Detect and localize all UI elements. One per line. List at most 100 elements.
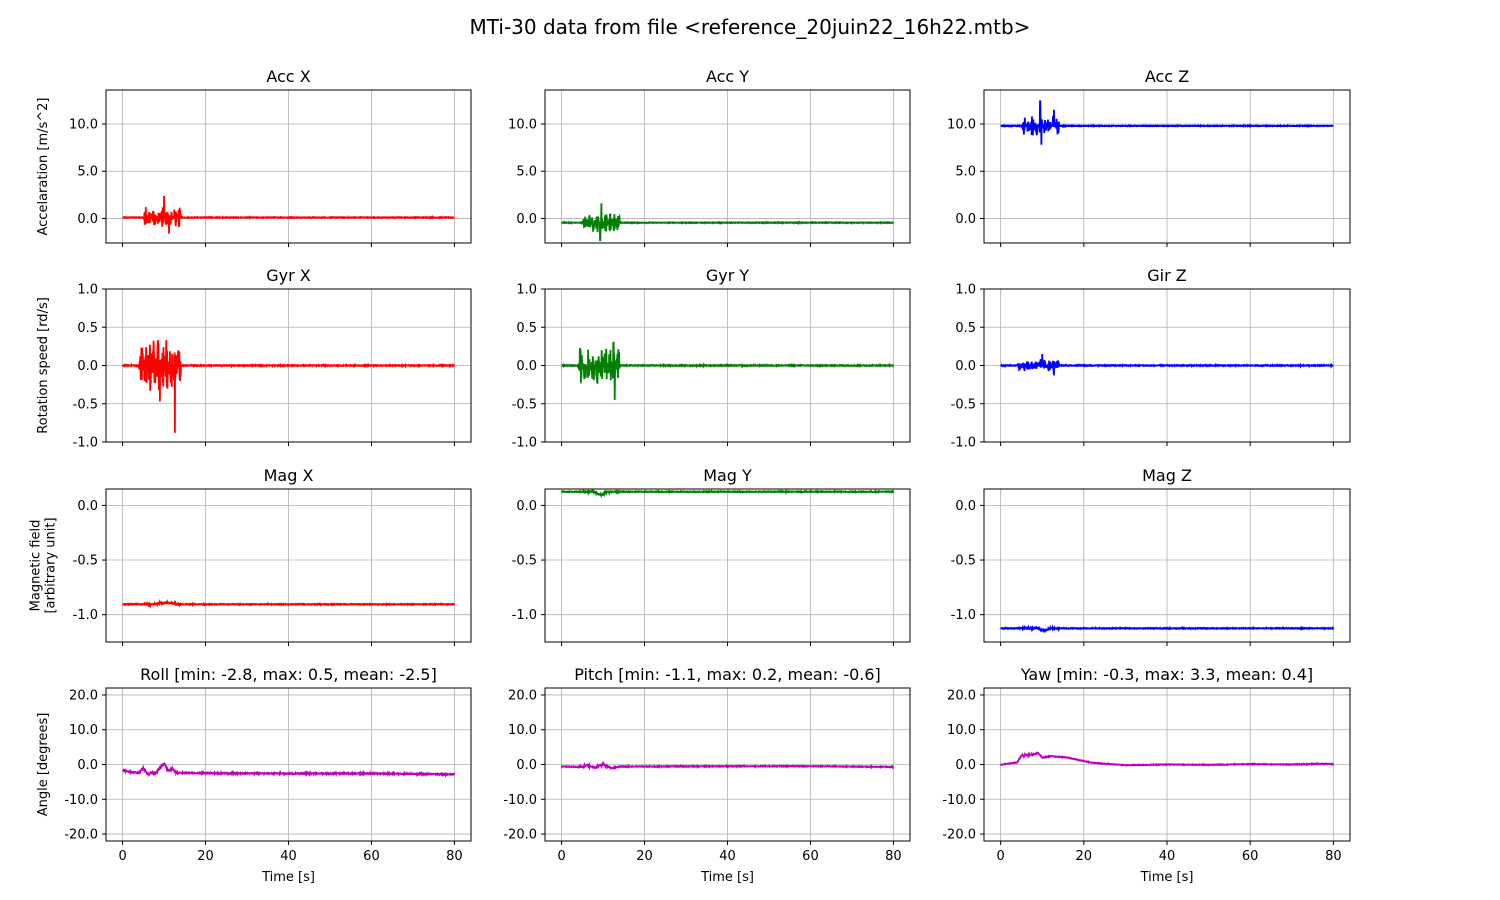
y-tick-label: 0.5 (955, 321, 976, 336)
y-tick-label: 10.0 (508, 723, 537, 738)
series-line (560, 203, 894, 242)
x-tick-label: 0 (557, 849, 565, 864)
y-tick-label: 0.0 (955, 359, 976, 374)
subplot-grid: 0.0 5.0 10.0 Acc X Accelaration [m/s^2] 0.0 5.… (29, 67, 1351, 885)
subplot-title: Roll [min: -2.8, max: 0.5, mean: -2.5] (140, 665, 437, 684)
y-tick-label: 0.0 (955, 758, 976, 773)
y-tick-label: 1.0 (516, 283, 537, 298)
subplot-8: -1.0 -0.5 0.0 Mag Y (512, 466, 911, 646)
subplot-9: -1.0 -0.5 0.0 Mag Z (951, 466, 1351, 646)
y-axis-label: Accelaration [m/s^2] (36, 97, 51, 235)
series-line (561, 341, 894, 400)
y-tick-label: 20.0 (947, 688, 976, 703)
y-tick-label: 0.0 (77, 212, 98, 227)
x-tick-label: 20 (636, 849, 653, 864)
y-tick-label: 5.0 (955, 165, 976, 180)
y-tick-label: 10.0 (947, 723, 976, 738)
y-axis-label: Magnetic field (29, 520, 44, 612)
x-tick-label: 80 (885, 849, 902, 864)
y-tick-label: 10.0 (508, 118, 537, 133)
x-tick-label: 40 (280, 849, 297, 864)
y-tick-label: 5.0 (516, 165, 537, 180)
series-line (122, 195, 455, 234)
series-line (999, 751, 1335, 767)
y-tick-label: -0.5 (512, 554, 537, 569)
y-tick-label: -0.5 (512, 397, 537, 412)
y-tick-label: 0.5 (77, 321, 98, 336)
x-tick-label: 0 (118, 849, 126, 864)
subplot-title: Yaw [min: -0.3, max: 3.3, mean: 0.4] (1020, 665, 1313, 684)
y-tick-label: 0.5 (516, 321, 537, 336)
x-tick-label: 60 (363, 849, 380, 864)
x-tick-label: 80 (1325, 849, 1342, 864)
y-tick-label: -10.0 (503, 793, 537, 808)
x-tick-label: 40 (719, 849, 736, 864)
subplot-3: 0.0 5.0 10.0 Acc Z (947, 67, 1351, 247)
y-tick-label: -0.5 (73, 397, 98, 412)
x-axis-label: Time [s] (1140, 870, 1194, 885)
y-tick-label: -0.5 (951, 554, 976, 569)
y-tick-label: 20.0 (508, 688, 537, 703)
y-tick-label: 0.0 (955, 499, 976, 514)
subplot-12: -20.0 -10.0 0.0 10.0 20.0 0 20 40 60 80 Yaw [min: … (942, 665, 1351, 885)
y-tick-label: -10.0 (942, 793, 976, 808)
subplot-1: 0.0 5.0 10.0 Acc X Accelaration [m/s^2] (36, 67, 472, 247)
series-line (122, 598, 456, 609)
y-tick-label: -1.0 (73, 436, 98, 451)
x-tick-label: 40 (1159, 849, 1176, 864)
figure-title: MTi-30 data from file <reference_20juin2… (470, 15, 1031, 39)
y-tick-label: 0.0 (516, 212, 537, 227)
y-tick-label: 10.0 (69, 723, 98, 738)
subplot-4: -1.0 -0.5 0.0 0.5 1.0 Gyr X Rotation speed [rd… (36, 266, 472, 451)
subplot-7: -1.0 -0.5 0.0 Mag X Magnetic field [arbitrary… (29, 466, 472, 646)
subplot-10: -20.0 -10.0 0.0 10.0 20.0 0 20 40 60 80 Roll [min:… (36, 665, 472, 885)
x-tick-label: 60 (802, 849, 819, 864)
y-tick-label: -1.0 (73, 608, 98, 623)
subplot-6: -1.0 -0.5 0.0 0.5 1.0 Gir Z (951, 266, 1351, 451)
subplot-11: -20.0 -10.0 0.0 10.0 20.0 0 20 40 60 80 Pitch [min… (503, 665, 911, 885)
y-tick-label: 0.0 (955, 212, 976, 227)
series-line (560, 760, 894, 771)
series-line (1000, 100, 1334, 145)
y-tick-label: 0.0 (516, 499, 537, 514)
y-tick-label: 0.0 (516, 758, 537, 773)
y-tick-label: 1.0 (955, 283, 976, 298)
y-axis-label: [arbitrary unit] (44, 517, 59, 613)
subplot-title: Gyr X (266, 266, 311, 285)
y-tick-label: -1.0 (512, 436, 537, 451)
y-axis-label: Rotation speed [rd/s] (36, 297, 51, 434)
subplot-2: 0.0 5.0 10.0 Acc Y (508, 67, 911, 247)
y-tick-label: -10.0 (64, 793, 98, 808)
y-tick-label: -0.5 (951, 397, 976, 412)
y-tick-label: 5.0 (77, 165, 98, 180)
y-tick-label: 10.0 (69, 118, 98, 133)
subplot-title: Acc Y (706, 67, 749, 86)
y-tick-label: -1.0 (951, 608, 976, 623)
series-line (121, 340, 455, 433)
series-line (1000, 353, 1334, 376)
y-tick-label: -0.5 (73, 554, 98, 569)
y-tick-label: 20.0 (69, 688, 98, 703)
y-tick-label: -1.0 (951, 436, 976, 451)
y-tick-label: 0.0 (516, 359, 537, 374)
series-line (560, 489, 895, 499)
subplot-title: Gir Z (1147, 266, 1187, 285)
series-line (121, 761, 456, 778)
subplot-title: Acc Z (1145, 67, 1189, 86)
y-tick-label: 0.0 (77, 758, 98, 773)
y-tick-label: 0.0 (77, 359, 98, 374)
subplot-title: Gyr Y (706, 266, 750, 285)
subplot-title: Mag Y (703, 466, 752, 485)
y-axis-label: Angle [degrees] (36, 713, 51, 817)
y-tick-label: -1.0 (512, 608, 537, 623)
subplot-title: Mag X (264, 466, 314, 485)
x-tick-label: 20 (197, 849, 214, 864)
x-tick-label: 20 (1076, 849, 1093, 864)
y-tick-label: -20.0 (942, 828, 976, 843)
subplot-title: Acc X (266, 67, 310, 86)
subplot-5: -1.0 -0.5 0.0 0.5 1.0 Gyr Y (512, 266, 911, 451)
series-line (1000, 624, 1335, 634)
y-tick-label: 10.0 (947, 118, 976, 133)
y-tick-label: -20.0 (64, 828, 98, 843)
